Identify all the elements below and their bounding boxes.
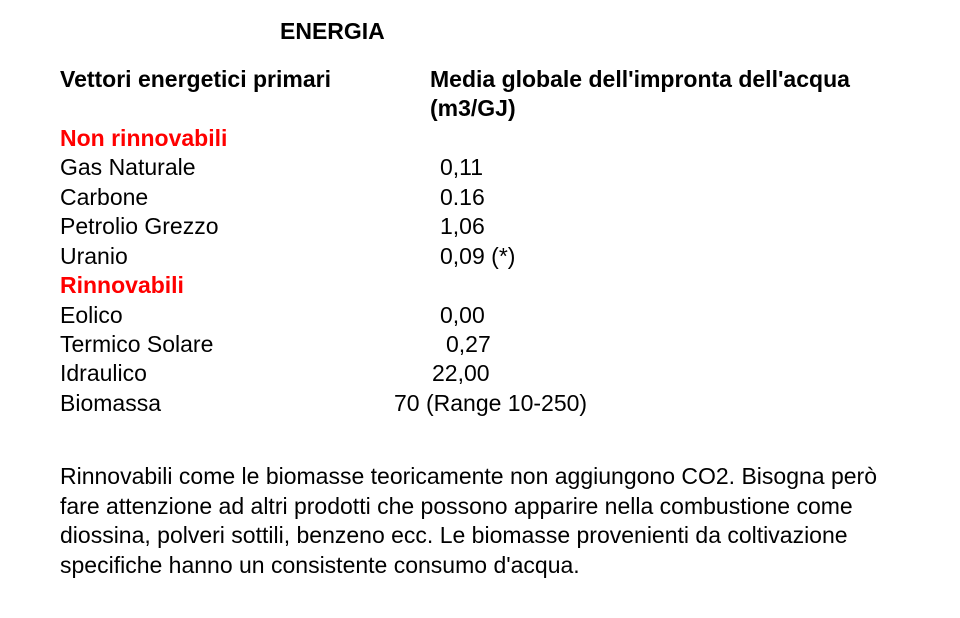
row-value: 0,09 (*)	[440, 242, 515, 271]
table-row: Carbone 0.16	[60, 183, 900, 212]
table-row: Eolico 0,00	[60, 301, 900, 330]
row-name: Biomassa	[60, 389, 430, 418]
row-name: Uranio	[60, 242, 430, 271]
row-name: Idraulico	[60, 359, 430, 388]
table-row: Gas Naturale 0,11	[60, 153, 900, 182]
table-row: Uranio 0,09 (*)	[60, 242, 900, 271]
body-paragraph: Rinnovabili come le biomasse teoricament…	[60, 462, 900, 580]
row-name: Petrolio Grezzo	[60, 212, 430, 241]
row-value: 0,11	[440, 153, 483, 182]
table-row: Idraulico 22,00	[60, 359, 900, 388]
table-row: Biomassa 70 (Range 10-250)	[60, 389, 900, 418]
row-name: Carbone	[60, 183, 430, 212]
row-value: 70 (Range 10-250)	[394, 389, 587, 418]
row-name: Gas Naturale	[60, 153, 430, 182]
header-row: Vettori energetici primari Media globale…	[60, 65, 900, 124]
row-value: 1,06	[440, 212, 485, 241]
header-left: Vettori energetici primari	[60, 65, 430, 124]
header-right: Media globale dell'impronta dell'acqua (…	[430, 65, 900, 124]
document-page: ENERGIA Vettori energetici primari Media…	[0, 0, 960, 580]
renewable-label: Rinnovabili	[60, 271, 430, 300]
row-name: Termico Solare	[60, 330, 430, 359]
section-renewable-label: Rinnovabili	[60, 271, 900, 300]
row-name: Eolico	[60, 301, 430, 330]
row-value: 0,00	[440, 301, 485, 330]
table-row: Termico Solare 0,27	[60, 330, 900, 359]
table-row: Petrolio Grezzo 1,06	[60, 212, 900, 241]
row-value: 0,27	[446, 330, 491, 359]
nonrenewable-label: Non rinnovabili	[60, 124, 430, 153]
page-title: ENERGIA	[280, 18, 900, 45]
row-value: 0.16	[440, 183, 485, 212]
section-nonrenewable-label: Non rinnovabili	[60, 124, 900, 153]
row-value: 22,00	[432, 359, 490, 388]
